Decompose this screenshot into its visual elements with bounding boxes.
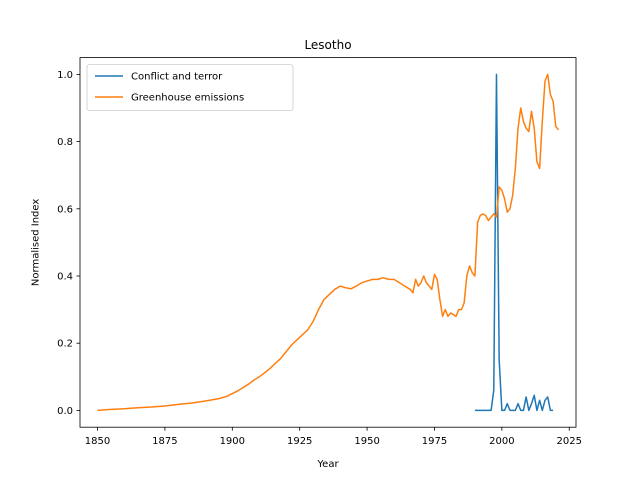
y-tick-label: 0.2 [57,339,73,350]
greenhouse-emissions-line [97,73,560,412]
x-axis-ticks: 1850 1875 1900 1925 1950 1975 2000 2025 [85,427,582,447]
axes-frame [79,57,577,428]
x-tick-label: 1975 [422,436,447,447]
x-axis-label: Year [316,459,339,470]
legend-label-conflict: Conflict and terror [131,72,223,83]
legend-box [86,64,294,111]
y-tick-label: 0.4 [57,272,73,283]
x-tick-label: 1900 [220,436,245,447]
y-tick-label: 0.8 [57,137,73,148]
y-axis-label: Normalised Index [31,199,42,286]
x-tick-label: 1850 [85,436,110,447]
y-tick-label: 1.0 [57,70,73,81]
plot-lines [97,73,560,412]
x-tick-label: 2000 [489,436,514,447]
x-tick-label: 1875 [152,436,177,447]
x-tick-label: 1925 [287,436,312,447]
y-tick-label: 0.6 [57,204,73,215]
x-tick-label: 1950 [354,436,379,447]
legend-label-greenhouse: Greenhouse emissions [131,93,244,104]
y-tick-label: 0.0 [57,406,73,417]
chart-title: Lesotho [304,38,351,52]
x-tick-label: 2025 [557,436,582,447]
conflict-and-terror-line [474,73,554,412]
y-axis-ticks: 0.0 0.2 0.4 0.6 0.8 1.0 [57,70,80,417]
legend: Conflict and terror Greenhouse emissions [86,64,294,111]
